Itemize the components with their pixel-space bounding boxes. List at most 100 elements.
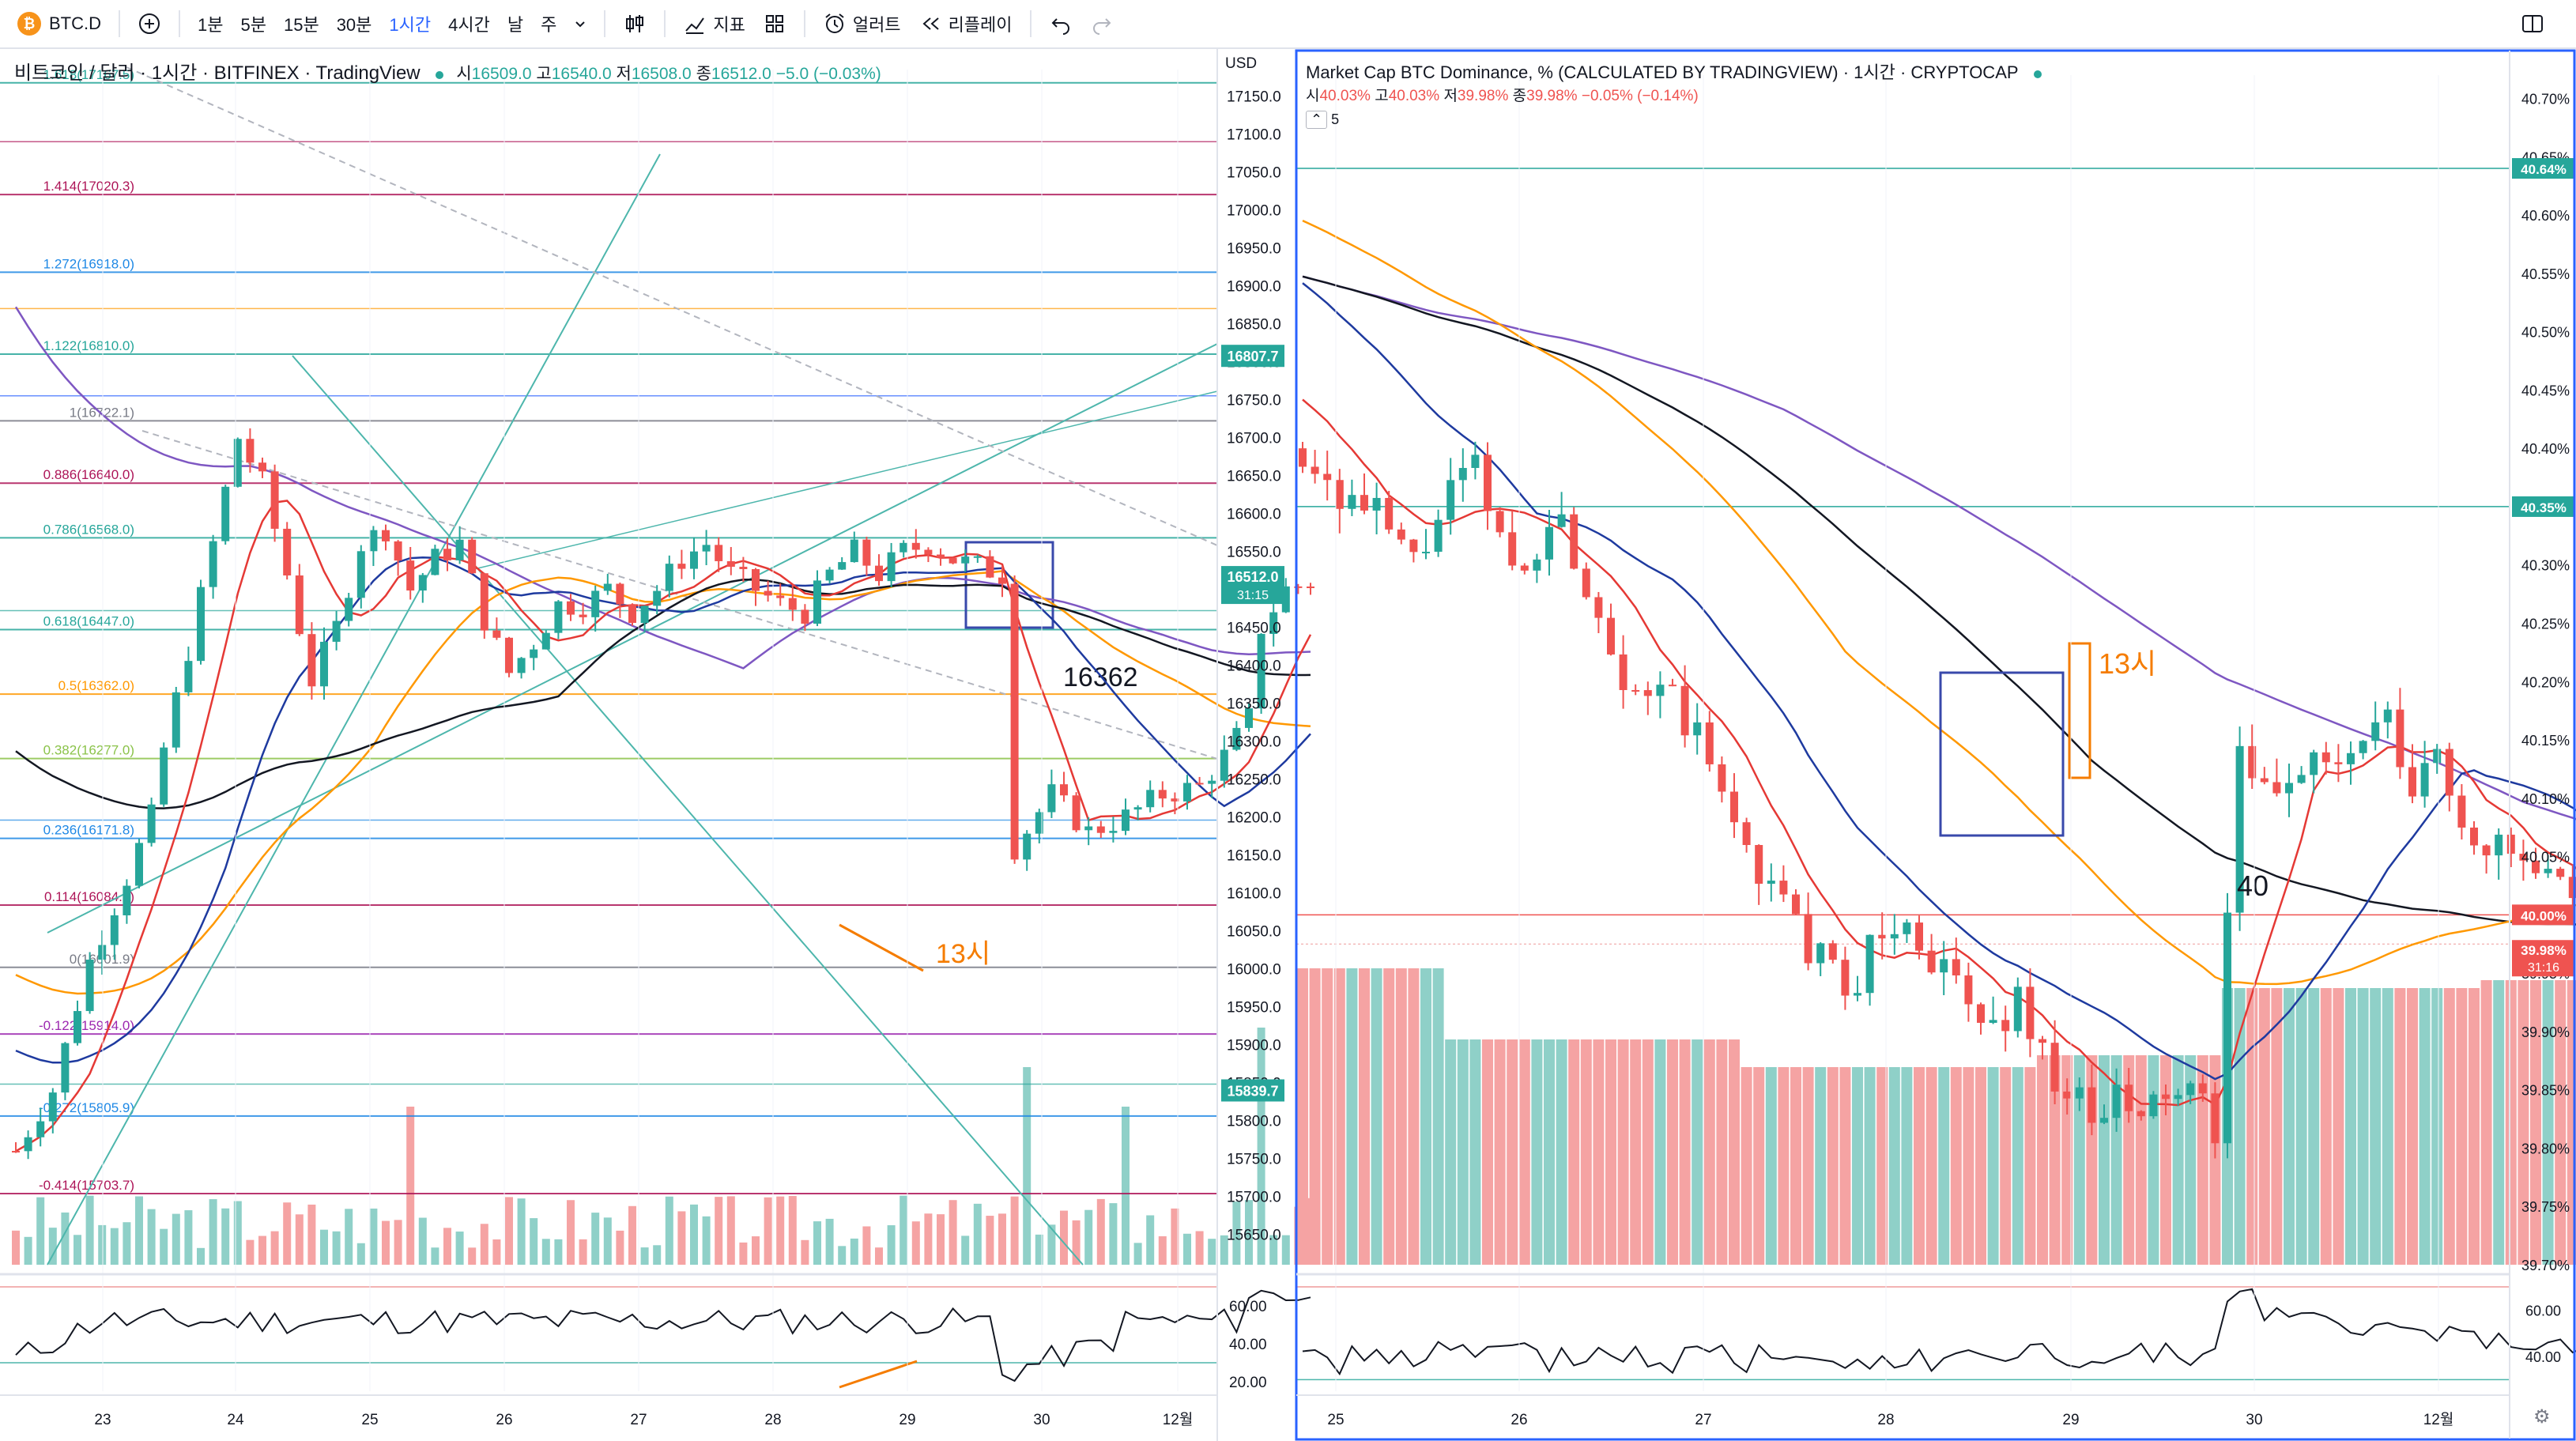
volume-bar: [2246, 988, 2258, 1265]
volume-bar: [1023, 1067, 1032, 1265]
left-o-label: 시: [456, 65, 472, 83]
price-badge-level-bg: [2512, 904, 2575, 926]
volume-bar: [1925, 1067, 1937, 1265]
volume-bar: [1716, 1039, 1728, 1265]
interval-day[interactable]: 날: [507, 15, 524, 35]
time-tick-label: 23: [94, 1412, 111, 1428]
candle-body: [123, 885, 131, 915]
candle-body: [2310, 752, 2318, 775]
volume-bar: [1630, 1039, 1642, 1265]
time-tick-label: 12월: [2423, 1411, 2454, 1428]
interval-4h[interactable]: 4시간: [448, 15, 490, 35]
candle-body: [1158, 790, 1167, 799]
volume-bar: [2333, 988, 2344, 1265]
volume-bar: [1109, 1203, 1118, 1265]
candle-body: [2211, 1093, 2220, 1144]
indicators-button[interactable]: 지표: [683, 11, 745, 36]
candle-body: [1133, 807, 1142, 810]
interval-1h[interactable]: 1시간: [389, 15, 432, 35]
volume-bar: [1605, 1039, 1616, 1265]
volume-bar: [1482, 1039, 1493, 1265]
volume-bar: [1692, 1039, 1703, 1265]
collapse-toggle[interactable]: ⌃: [1306, 111, 1328, 129]
interval-5m[interactable]: 5분: [240, 15, 266, 35]
candle-body: [2347, 753, 2355, 764]
candle-body: [2532, 860, 2540, 873]
chart-type-button[interactable]: [623, 12, 647, 36]
candle-body: [1607, 617, 1615, 654]
candle-body: [1294, 586, 1303, 588]
volume-bar: [1729, 1039, 1740, 1265]
candle-body: [307, 634, 316, 687]
volume-bar: [246, 1239, 255, 1265]
volume-bar: [1642, 1039, 1654, 1265]
candle-body: [2013, 986, 2022, 1032]
volume-bar: [147, 1209, 156, 1265]
volume-bar: [862, 1226, 871, 1265]
add-symbol-button[interactable]: [138, 12, 161, 36]
candle-body: [24, 1137, 32, 1152]
interval-30m[interactable]: 30분: [336, 15, 372, 35]
volume-bar: [356, 1243, 365, 1265]
volume-bar: [2185, 1055, 2197, 1265]
interval-1m[interactable]: 1분: [198, 15, 224, 35]
volume-bar: [591, 1213, 600, 1265]
price-badge-mid-bg: [2512, 496, 2575, 517]
candle-body: [924, 549, 933, 555]
symbol-button[interactable]: ₿ BTC.D: [17, 12, 101, 36]
redo-button[interactable]: [1090, 12, 1114, 36]
candle-body: [2050, 1043, 2059, 1092]
candle-body: [1269, 612, 1278, 634]
current-price-badge: 39.98%: [2521, 943, 2567, 958]
volume-bar: [85, 1195, 94, 1265]
volume-bar: [2394, 988, 2406, 1265]
currency-label[interactable]: USD: [1225, 55, 1258, 72]
rsi-divergence-line: [839, 1360, 918, 1389]
time-tick-label: 12월: [1163, 1411, 1194, 1428]
candle-body: [2470, 827, 2478, 846]
left-l-label: 저: [616, 65, 632, 83]
left-candles: [12, 428, 1314, 1160]
interval-week[interactable]: 주: [541, 15, 557, 35]
volume-bar: [1060, 1210, 1068, 1265]
fib-level-label: 1.272(16918.0): [43, 256, 134, 271]
replay-button[interactable]: 리플레이: [918, 11, 1013, 36]
price-tick-label: 16350.0: [1227, 696, 1281, 713]
candle-body: [1878, 934, 1887, 939]
fib-level-label: -0.414(15703.7): [39, 1178, 134, 1193]
price-tick-label: 40.40%: [2521, 441, 2570, 457]
candle-body: [2039, 1039, 2046, 1043]
left-chart-title[interactable]: 비트코인 / 달러 · 1시간 · BITFINEX · TradingView: [14, 62, 421, 84]
interval-dropdown[interactable]: [574, 17, 586, 30]
candle-body: [258, 462, 266, 472]
rsi-tick-label: 40.00: [2525, 1349, 2561, 1365]
volume-bar: [1815, 1067, 1827, 1265]
candle-body: [110, 915, 119, 945]
left-legend: 비트코인 / 달러 · 1시간 · BITFINEX · TradingView…: [14, 57, 881, 85]
candle-body: [1385, 497, 1394, 530]
fib-level-label: 0.786(16568.0): [43, 522, 134, 537]
panel-toggle-button[interactable]: [2521, 12, 2544, 36]
volume-bar: [2443, 988, 2455, 1265]
candle-body: [1434, 519, 1443, 553]
candle-body: [541, 632, 550, 650]
interval-15m[interactable]: 15분: [283, 15, 319, 35]
candle-body: [2063, 1091, 2072, 1099]
volume-bar: [258, 1235, 266, 1265]
layout-button[interactable]: [763, 12, 786, 36]
undo-button[interactable]: [1049, 12, 1073, 36]
settings-gear-icon[interactable]: ⚙: [2533, 1406, 2551, 1428]
volume-bar: [184, 1210, 193, 1265]
candle-body: [197, 587, 205, 662]
alert-button[interactable]: 얼러트: [823, 11, 901, 36]
candle-body: [1208, 780, 1216, 784]
candle-body: [1109, 831, 1118, 833]
volume-bar: [1531, 1039, 1543, 1265]
price-tick-label: 16150.0: [1227, 848, 1281, 865]
candle-body: [1804, 914, 1812, 964]
right-chart-title[interactable]: Market Cap BTC Dominance, % (CALCULATED …: [1306, 62, 2019, 82]
volume-bar: [937, 1214, 945, 1265]
price-tick-label: 39.80%: [2521, 1141, 2570, 1156]
volume-bar: [1654, 1039, 1666, 1265]
volume-bar: [61, 1212, 70, 1265]
